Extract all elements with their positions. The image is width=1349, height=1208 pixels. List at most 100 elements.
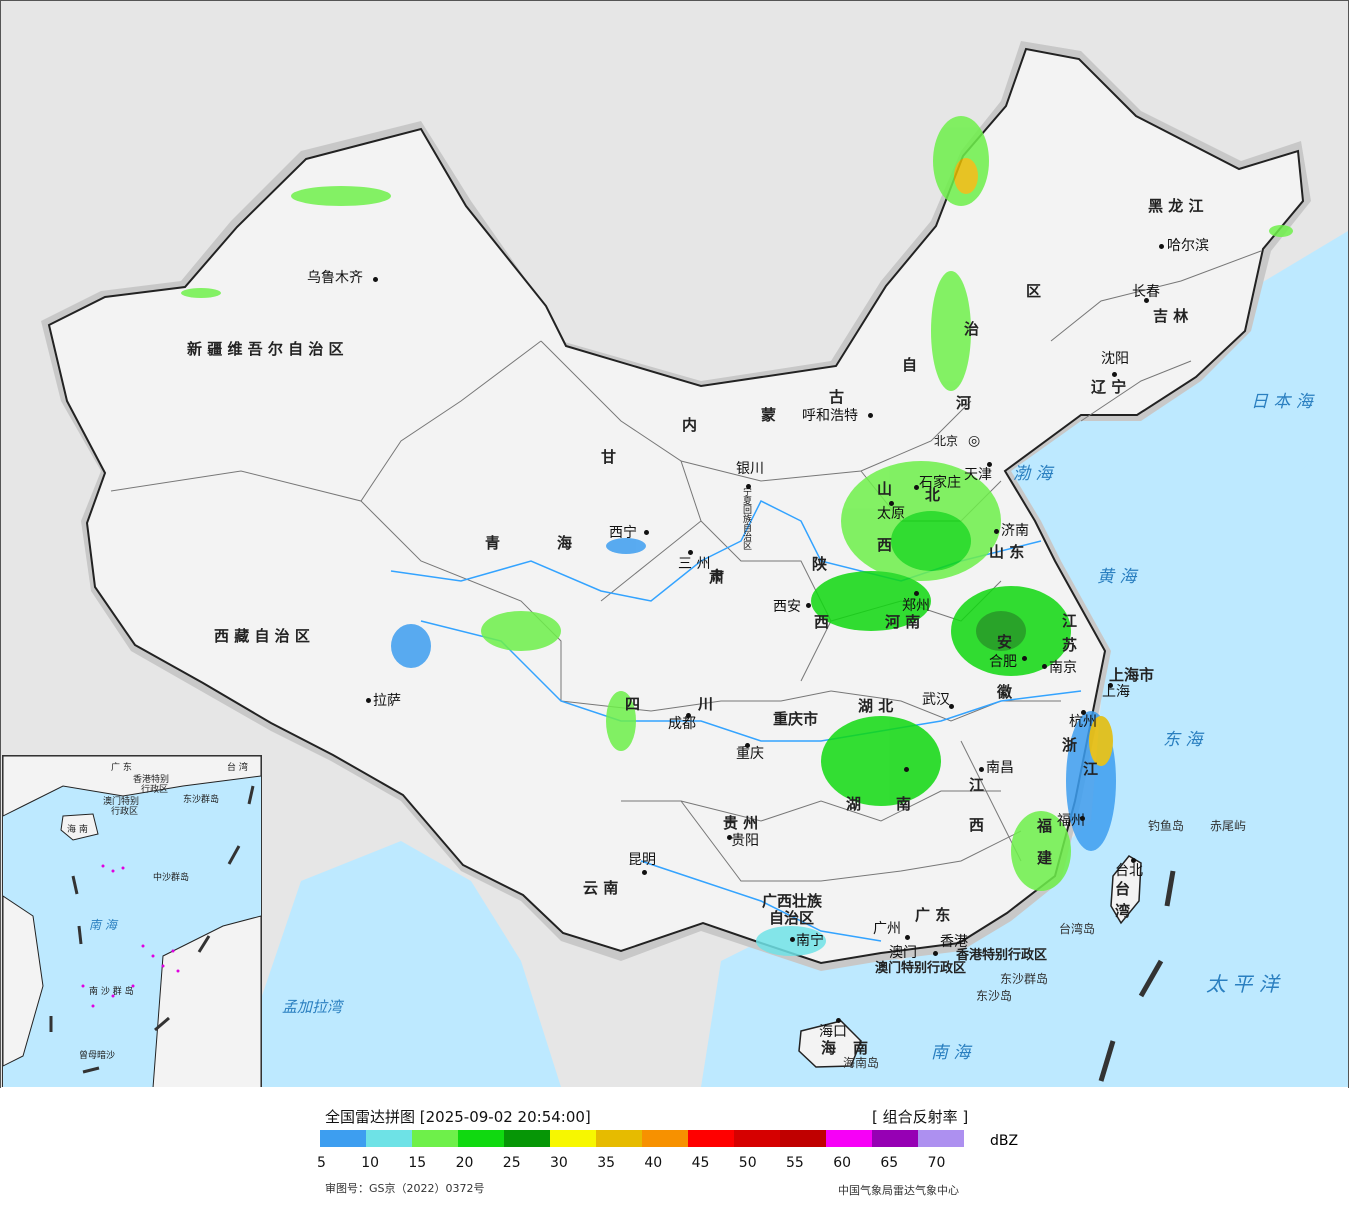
city-hefei[interactable]: 合肥 <box>989 654 1017 670</box>
city-yinchuan[interactable]: 银川 <box>736 461 764 477</box>
city-dot <box>1108 683 1113 688</box>
scale-tick-50: 50 <box>738 1155 757 1171</box>
city-nanchang[interactable]: 南昌 <box>986 760 1014 776</box>
province-gansu-2: 肃 <box>709 568 725 586</box>
province-hebei-1: 河 <box>956 394 972 412</box>
city-dot <box>1159 244 1164 249</box>
province-qinghai-2: 海 <box>557 534 573 552</box>
province-xizang: 西 藏 自 治 区 <box>214 627 310 645</box>
legend-unit: dBZ <box>990 1133 1019 1149</box>
province-jiangsu-2: 苏 <box>1062 636 1078 654</box>
inset-zengmu: 曾母暗沙 <box>79 1051 116 1061</box>
inset-mo: 澳门特别 <box>103 797 140 807</box>
city-nanjing[interactable]: 南京 <box>1049 660 1077 676</box>
city-nanning[interactable]: 南宁 <box>796 933 824 949</box>
city-dot <box>366 698 371 703</box>
province-sichuan-2: 川 <box>698 695 714 713</box>
review-number: 审图号：GS京（2022）0372号 <box>325 1182 485 1195</box>
province-anhui-1: 安 <box>997 633 1013 651</box>
city-taibei[interactable]: 台北 <box>1115 863 1143 879</box>
radar-map[interactable]: 新 疆 维 吾 尔 自 治 区 西 藏 自 治 区 青 海 甘 肃 内 蒙 古 … <box>1 1 1348 1087</box>
city-taiyuan[interactable]: 太原 <box>877 506 905 522</box>
province-fujian-2: 建 <box>1037 849 1053 867</box>
inset-nansha: 南 沙 群 岛 <box>89 987 134 997</box>
city-urumqi[interactable]: 乌鲁木齐 <box>307 270 363 286</box>
scale-tick-20: 20 <box>455 1155 474 1171</box>
city-dot <box>905 935 910 940</box>
city-jinan[interactable]: 济南 <box>1001 523 1029 539</box>
city-guiyang[interactable]: 贵阳 <box>731 833 759 849</box>
city-fuzhou[interactable]: 福州 <box>1057 813 1085 829</box>
city-chengdu[interactable]: 成都 <box>668 716 696 732</box>
city-shenyang[interactable]: 沈阳 <box>1101 351 1129 367</box>
label-shi: 市 <box>711 569 725 584</box>
sea-japan: 日 本 海 <box>1251 392 1313 412</box>
province-liaoning: 辽 宁 <box>1091 378 1127 396</box>
scale-swatch-9 <box>734 1130 780 1147</box>
province-jilin: 吉 林 <box>1153 307 1189 325</box>
province-shanxi-2: 西 <box>877 536 893 554</box>
city-shijiazhuang[interactable]: 石家庄 <box>919 475 961 491</box>
scale-swatch-2 <box>412 1130 458 1147</box>
city-xining[interactable]: 西宁 <box>609 525 637 541</box>
radar-echoes <box>181 116 1293 956</box>
province-anhui-2: 徽 <box>997 683 1013 701</box>
city-hohhot[interactable]: 呼和浩特 <box>802 408 858 424</box>
province-jiangsu-1: 江 <box>1062 612 1078 630</box>
city-hangzhou[interactable]: 杭州 <box>1069 714 1097 730</box>
province-guangdong: 广 东 <box>915 906 951 924</box>
city-tianjin[interactable]: 天津 <box>964 467 992 483</box>
city-dot <box>1112 372 1117 377</box>
city-zhengzhou[interactable]: 郑州 <box>902 598 930 614</box>
inset-guangdong: 广 东 <box>111 763 132 773</box>
island-diaoyu: 钓鱼岛 <box>1148 819 1185 833</box>
scale-swatch-3 <box>458 1130 504 1147</box>
city-macau[interactable]: 澳门 <box>889 945 917 961</box>
city-harbin[interactable]: 哈尔滨 <box>1167 238 1209 254</box>
city-dot <box>642 870 647 875</box>
scale-swatch-8 <box>688 1130 734 1147</box>
province-shaanxi-2: 西 <box>814 613 830 631</box>
city-hongkong[interactable]: 香港 <box>940 934 968 950</box>
legend-title: 全国雷达拼图 [2025-09-02 20:54:00] <box>325 1108 591 1126</box>
province-gansu-1: 甘 <box>601 448 617 466</box>
inset-hk2: 行政区 <box>141 785 169 795</box>
city-chongqing[interactable]: 重庆 <box>736 746 764 762</box>
city-dot <box>1080 816 1085 821</box>
scale-swatch-5 <box>550 1130 596 1147</box>
scale-tick-10: 10 <box>361 1155 380 1171</box>
province-heilongjiang: 黑 龙 江 <box>1148 197 1204 215</box>
city-beijing[interactable]: 北京 <box>934 434 959 448</box>
sea-east: 东 海 <box>1163 730 1203 750</box>
city-dot <box>727 835 732 840</box>
province-nm-3: 古 <box>829 388 845 406</box>
province-qinghai-1: 青 <box>485 534 501 552</box>
city-dot <box>1042 664 1047 669</box>
city-dot <box>373 277 378 282</box>
island-dongsha-group: 东沙群岛 <box>1000 972 1049 986</box>
city-lhasa[interactable]: 拉萨 <box>373 693 401 709</box>
city-xian[interactable]: 西安 <box>773 599 801 615</box>
scale-tick-55: 55 <box>786 1155 804 1171</box>
province-shanxi-1: 山 <box>877 480 893 498</box>
city-guangzhou[interactable]: 广州 <box>873 921 901 937</box>
scale-tick-60: 60 <box>833 1155 852 1171</box>
inset-zhongsha: 中沙群岛 <box>153 873 190 883</box>
scale-swatch-4 <box>504 1130 550 1147</box>
province-guizhou: 贵 州 <box>723 814 759 832</box>
city-wuhan[interactable]: 武汉 <box>922 692 950 708</box>
city-changchun[interactable]: 长春 <box>1132 284 1160 300</box>
province-shandong: 山 东 <box>989 543 1025 561</box>
city-haikou[interactable]: 海口 <box>819 1024 847 1040</box>
province-guangxi-2: 自治区 <box>769 909 815 927</box>
scale-swatch-0 <box>320 1130 366 1147</box>
city-dot <box>904 767 909 772</box>
scale-tick-25: 25 <box>502 1155 521 1171</box>
city-shanghai[interactable]: 上海 <box>1102 684 1130 700</box>
inset-hk: 香港特别 <box>133 775 170 785</box>
city-kunming[interactable]: 昆明 <box>628 852 656 868</box>
province-fujian-1: 福 <box>1037 817 1053 835</box>
province-shaanxi-1: 陕 <box>812 555 828 573</box>
province-zhejiang-1: 浙 <box>1062 736 1078 754</box>
city-dot <box>686 713 691 718</box>
